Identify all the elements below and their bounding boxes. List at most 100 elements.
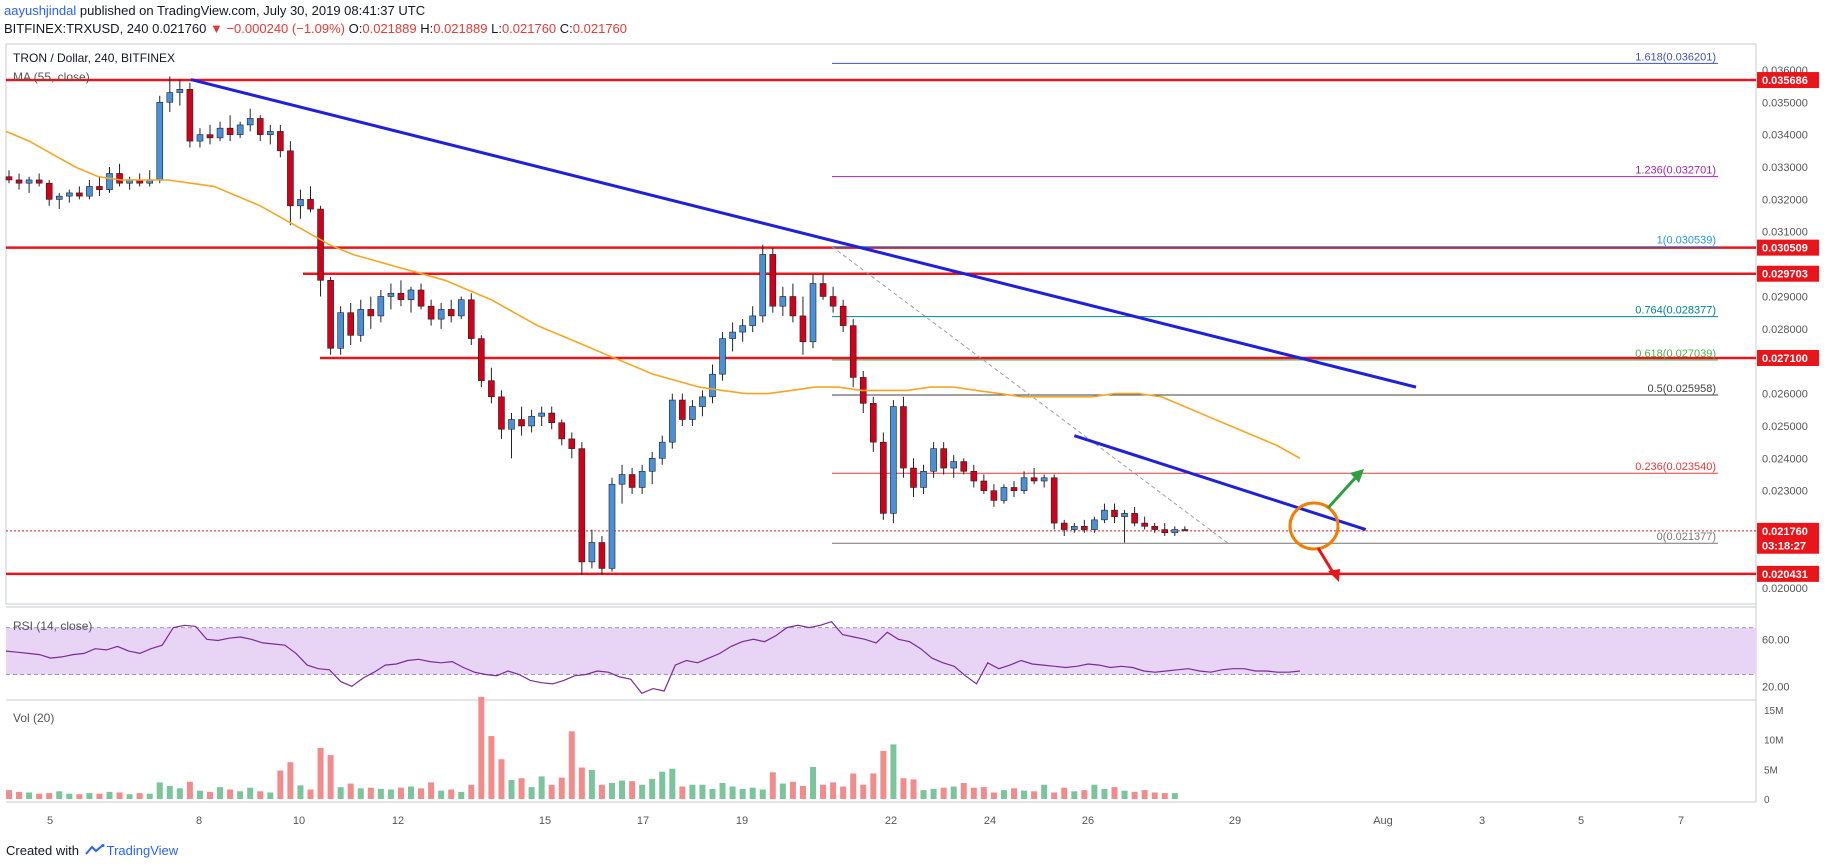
- volume-bar: [960, 782, 967, 799]
- trend-lines: [190, 78, 1417, 531]
- rsi-legend: RSI (14, close): [13, 619, 92, 633]
- price-label: 03:18:27: [1762, 541, 1806, 553]
- candle-body: [417, 289, 425, 307]
- tradingview-link[interactable]: TradingView: [106, 843, 179, 858]
- candle-body: [709, 373, 716, 398]
- volume-bar: [1061, 787, 1068, 799]
- volume-bar: [488, 736, 495, 799]
- volume-bar: [186, 781, 193, 799]
- candle-body: [990, 490, 998, 501]
- volume-bar: [337, 787, 344, 799]
- candle-body: [176, 89, 184, 93]
- volume-bar: [136, 793, 143, 799]
- candle-body: [528, 415, 535, 427]
- volume-bar: [397, 787, 404, 799]
- price-tick: 0.025000: [1762, 421, 1808, 433]
- volume-bar: [247, 787, 254, 799]
- down-triangle-icon: ▼: [209, 21, 223, 36]
- volume-bar: [86, 793, 93, 799]
- candle-body: [1111, 509, 1118, 517]
- candle-body: [719, 338, 726, 375]
- time-tick: 24: [984, 815, 996, 827]
- candle-body: [35, 179, 43, 184]
- candle-body: [377, 296, 385, 317]
- volume-bar: [1161, 793, 1168, 799]
- volume-bar: [779, 783, 786, 799]
- candle-body: [548, 412, 556, 424]
- price-change: −0.000240 (−1.09%): [226, 21, 346, 36]
- price-label: 0.027100: [1762, 353, 1808, 365]
- candle-body: [1101, 509, 1108, 521]
- volume-bar: [1101, 788, 1108, 799]
- candle-body: [317, 208, 324, 281]
- price-tick: 0.028000: [1762, 324, 1808, 336]
- candle-body: [819, 283, 827, 297]
- volume-bar: [588, 769, 595, 799]
- last-price: 0.021760: [152, 21, 207, 36]
- candle-body: [357, 309, 365, 336]
- low-value: 0.021760: [501, 21, 557, 36]
- candle-body: [1151, 526, 1158, 530]
- volume-bar: [1151, 792, 1158, 799]
- volume-bar: [679, 786, 686, 799]
- volume-bar: [116, 792, 123, 799]
- candle-body: [1071, 526, 1078, 530]
- candle-body: [799, 315, 807, 343]
- volume-bar: [1111, 787, 1118, 799]
- candle-body: [206, 134, 214, 139]
- candle-body: [1171, 529, 1179, 534]
- price-label-box: [1757, 265, 1819, 282]
- volume-bar: [438, 790, 445, 799]
- candle-body: [106, 173, 113, 190]
- volume-bar: [317, 747, 324, 799]
- author-link[interactable]: aayushjindal: [4, 3, 77, 18]
- candle-body: [759, 254, 767, 317]
- volume-bar: [880, 750, 887, 799]
- rsi-pane: 60.00 20.00: [5, 621, 1790, 695]
- volume-bar: [950, 786, 957, 799]
- candle-body: [739, 325, 746, 333]
- price-label: 0.021760: [1762, 526, 1808, 538]
- volume-bar: [1041, 784, 1048, 799]
- volume-bar: [1051, 792, 1058, 799]
- volume-bar: [598, 784, 605, 799]
- volume-bar: [207, 791, 213, 799]
- volume-bar: [810, 766, 816, 799]
- price-tick: 0.032000: [1762, 194, 1808, 206]
- volume-bar: [840, 786, 847, 799]
- volume-bar: [428, 782, 435, 799]
- candle-body: [648, 458, 656, 472]
- volume-bar: [1131, 791, 1138, 799]
- created-with-text: Created with: [6, 843, 79, 858]
- price-label-box: [1757, 537, 1819, 554]
- fib-level-label: 0(0.021377): [1657, 531, 1716, 543]
- price-label: 0.029703: [1762, 269, 1808, 281]
- time-tick: 12: [392, 815, 404, 827]
- time-tick: 26: [1082, 815, 1094, 827]
- candle-body: [970, 470, 978, 482]
- candle-body: [769, 254, 777, 307]
- candle-body: [608, 483, 616, 569]
- volume-tick: 15M: [1764, 706, 1783, 717]
- candle-body: [1000, 487, 1008, 501]
- volume-bar: [237, 791, 244, 799]
- volume-bar: [729, 786, 736, 799]
- volume-bar: [890, 744, 897, 799]
- volume-bar: [568, 731, 575, 799]
- price-label-box: [1757, 565, 1819, 582]
- volume-bar: [36, 793, 43, 799]
- ma-line: [5, 130, 1301, 459]
- volume-bar: [940, 787, 947, 799]
- candle-body: [1020, 477, 1028, 492]
- candles: [5, 76, 1189, 575]
- price-label-box: [1757, 522, 1819, 539]
- candle-body: [749, 315, 757, 326]
- candle-body: [45, 182, 53, 200]
- volume-bar: [96, 793, 103, 799]
- volume-bar: [548, 784, 555, 799]
- volume-bar: [307, 789, 314, 799]
- candle-body: [829, 296, 837, 307]
- volume-bar: [126, 794, 133, 799]
- volume-bar: [910, 779, 917, 799]
